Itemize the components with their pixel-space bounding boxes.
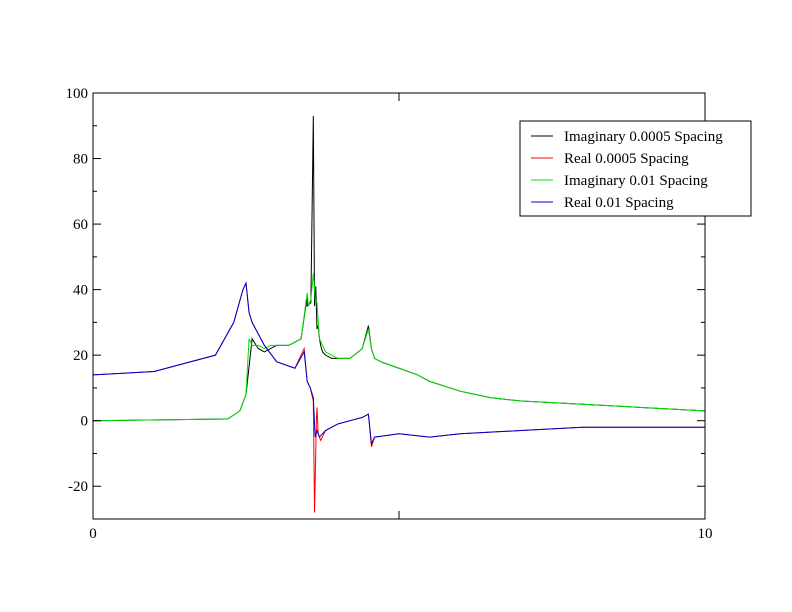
y-tick-label: 80 [73, 152, 88, 168]
y-tick-label: 100 [66, 86, 89, 102]
series-line-3 [93, 273, 705, 422]
legend-label-1: Imaginary 0.0005 Spacing [564, 129, 723, 145]
legend-label-3: Imaginary 0.01 Spacing [564, 173, 708, 189]
series-line-4 [93, 281, 705, 446]
y-tick-label: 0 [81, 414, 89, 430]
legend-label-4: Real 0.01 Spacing [564, 195, 674, 211]
y-tick-label: -20 [68, 479, 88, 495]
legend-box [519, 120, 752, 217]
x-tick-label: 0 [89, 526, 97, 542]
x-tick-label: 10 [698, 526, 713, 542]
y-tick-label: 60 [73, 217, 88, 233]
legend-label-2: Real 0.0005 Spacing [564, 151, 689, 167]
y-tick-label: 20 [73, 348, 88, 364]
y-tick-label: 40 [73, 283, 88, 299]
